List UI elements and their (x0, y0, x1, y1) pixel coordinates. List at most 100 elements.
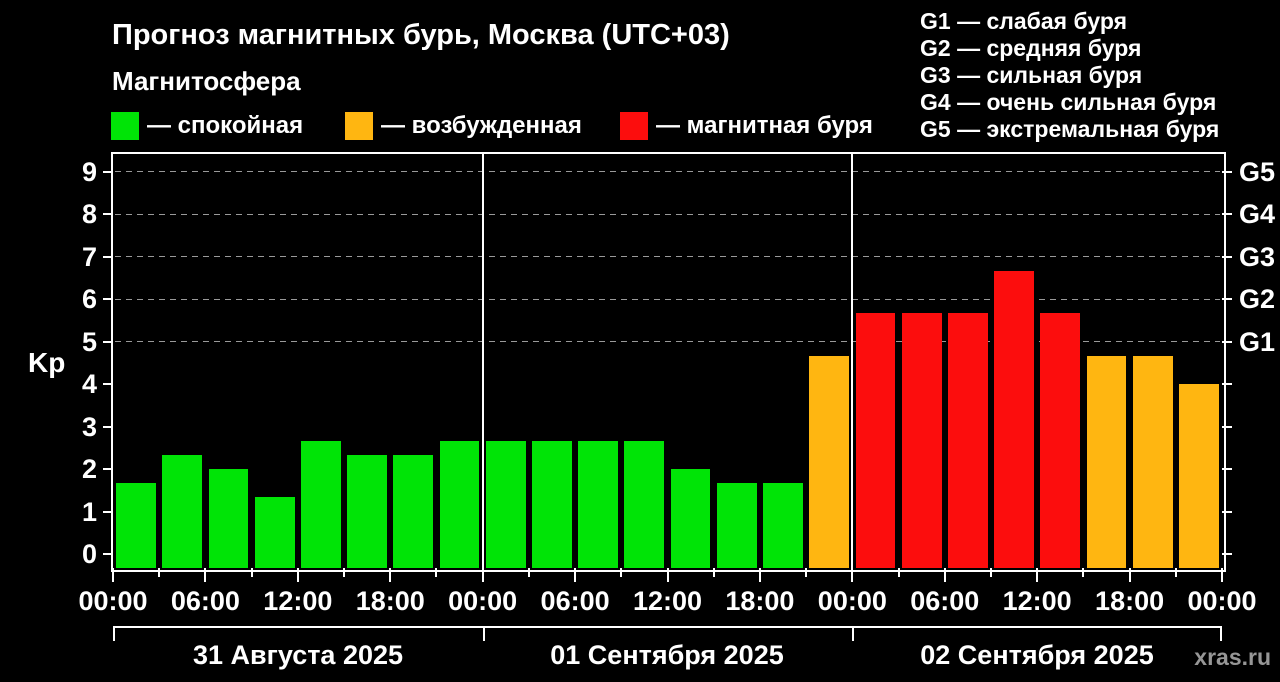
x-axis-time-label: 18:00 (355, 586, 425, 616)
y-axis-label: Kp (28, 347, 66, 378)
x-axis-major-tick (389, 568, 392, 582)
legend-label-storm: — магнитная буря (656, 112, 873, 139)
storm-scale-legend: G1 — слабая буря G2 — средняя буря G3 — … (920, 8, 1219, 143)
y-axis-tick-left (103, 255, 113, 258)
bar-day2-slot5 (670, 469, 711, 568)
y-axis-tick-left (103, 510, 113, 513)
y-axis-tick-left (103, 425, 113, 428)
x-axis-time-label: 12:00 (1002, 586, 1072, 616)
watermark: xras.ru (1194, 644, 1271, 670)
y-axis-tick-right (1222, 510, 1232, 513)
date-bracket-tick (852, 626, 855, 641)
y-axis-tick-label: 5 (81, 326, 97, 357)
y-axis-tick-right (1222, 298, 1232, 300)
x-axis-time-label: 00:00 (817, 586, 887, 616)
y-axis-tick-label: 3 (81, 411, 97, 442)
y-axis-tick-label: 8 (81, 199, 97, 229)
right-axis-g-label: G4 (1239, 199, 1276, 229)
x-axis-minor-tick (250, 568, 253, 577)
plot-border (111, 152, 1226, 572)
x-axis-minor-tick (620, 568, 623, 577)
page-title: Прогноз магнитных бурь, Москва (UTC+03) (112, 19, 730, 51)
y-axis-tick-left (103, 340, 113, 343)
y-axis-tick-label: 2 (81, 454, 97, 484)
right-axis-g-label: G5 (1239, 156, 1276, 187)
bar-day1-slot8 (439, 440, 480, 568)
y-axis-tick-label: 7 (81, 241, 97, 272)
y-axis-tick-left (103, 298, 113, 300)
x-axis-major-tick (1221, 568, 1223, 582)
bar-day2-slot1 (485, 440, 526, 568)
bar-day3-slot3 (947, 313, 988, 568)
y-axis-tick-right (1222, 213, 1232, 215)
storm-scale-g1: G1 — слабая буря (920, 8, 1128, 34)
bar-day1-slot7 (393, 454, 434, 568)
legend-label-quiet: — спокойная (147, 112, 304, 139)
x-axis-time-label: 12:00 (263, 586, 333, 616)
date-bracket-line (113, 626, 1222, 628)
bar-day1-slot1 (116, 483, 156, 568)
storm-scale-g4: G4 — очень сильная буря (920, 89, 1217, 115)
x-axis-time-label: 06:00 (540, 586, 610, 616)
y-axis-tick-label: 6 (81, 284, 97, 314)
y-axis-tick-left (103, 553, 113, 555)
x-axis-minor-tick (897, 568, 900, 577)
bar-day3-slot4 (994, 270, 1034, 568)
date-label-day2: 01 Сентября 2025 (550, 640, 784, 670)
date-bracket-tick (113, 626, 115, 641)
chart-subtitle: Магнитосфера (112, 66, 301, 96)
gridline-g5 (115, 171, 1220, 172)
bar-day1-slot4 (254, 497, 295, 568)
quiet-color-swatch (111, 112, 139, 140)
y-axis-tick-right (1222, 255, 1232, 258)
x-axis-time-label: 06:00 (170, 586, 240, 616)
gridline-g4 (115, 213, 1220, 215)
y-axis-tick-right (1222, 468, 1232, 470)
storm-color-swatch (620, 112, 648, 140)
x-axis-time-label: 18:00 (725, 586, 795, 616)
x-axis-time-label: 00:00 (1187, 586, 1257, 616)
storm-scale-g5: G5 — экстремальная буря (920, 116, 1220, 142)
x-axis-minor-tick (343, 568, 346, 577)
date-bracket-tick (1220, 626, 1222, 641)
bar-day3-slot8 (1178, 384, 1219, 568)
y-axis-tick-label: 9 (81, 156, 97, 187)
storm-scale-g3: G3 — сильная буря (920, 62, 1143, 88)
bar-day1-slot6 (347, 454, 388, 568)
bar-day2-slot6 (716, 483, 757, 568)
x-axis-minor-tick (1174, 568, 1177, 577)
right-axis-g-label: G1 (1239, 326, 1276, 357)
date-bracket-tick (482, 626, 485, 641)
storm-scale-g2: G2 — средняя буря (920, 35, 1142, 61)
bar-day2-slot7 (763, 483, 803, 568)
y-axis-tick-right (1222, 170, 1232, 173)
bar-day3-slot5 (1040, 313, 1081, 568)
bar-day1-slot3 (208, 469, 249, 568)
x-axis-minor-tick (435, 568, 438, 577)
x-axis-major-tick (112, 568, 114, 582)
y-axis-tick-left (103, 383, 113, 385)
date-label-day3: 02 Сентября 2025 (920, 640, 1154, 670)
y-axis-tick-left (103, 170, 113, 173)
bar-day1-slot2 (162, 454, 203, 568)
right-axis-g-label: G2 (1239, 284, 1276, 314)
y-axis-tick-label: 0 (81, 539, 97, 569)
x-axis-minor-tick (805, 568, 808, 577)
right-axis-g-label: G3 (1239, 241, 1276, 272)
x-axis-minor-tick (1082, 568, 1085, 577)
x-axis-time-label: 12:00 (632, 586, 703, 616)
x-axis-time-label: 00:00 (78, 586, 148, 616)
excited-color-swatch (345, 112, 373, 140)
day-separator-line (851, 154, 854, 568)
bar-day3-slot7 (1132, 355, 1173, 568)
x-axis-major-tick (666, 568, 669, 582)
y-axis-tick-right (1222, 340, 1232, 343)
x-axis-major-tick (851, 568, 854, 582)
x-axis-major-tick (296, 568, 299, 582)
x-axis-major-tick (758, 568, 761, 582)
gridline-g3 (115, 256, 1220, 257)
date-label-day1: 31 Августа 2025 (192, 640, 404, 670)
bar-day2-slot4 (624, 440, 665, 568)
day-separator-line (481, 154, 484, 568)
